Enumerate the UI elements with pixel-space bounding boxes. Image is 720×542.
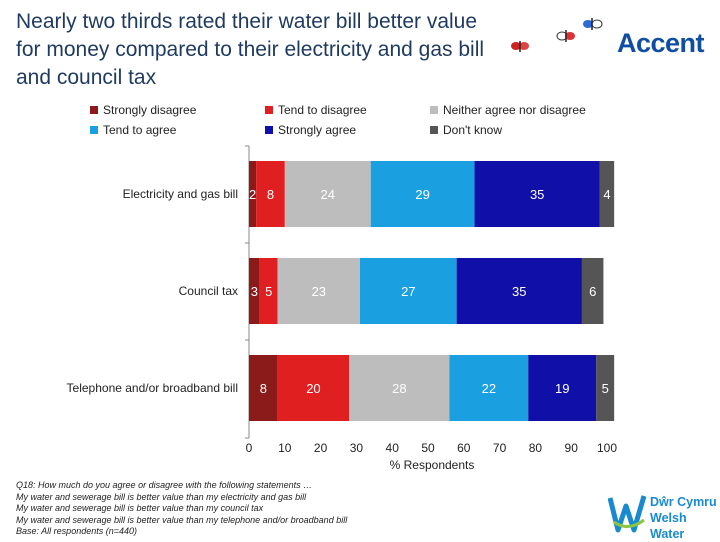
legend-item: Strongly agree [265, 123, 430, 137]
category-label: Telephone and/or broadband bill [67, 381, 238, 395]
data-label: 8 [260, 381, 267, 396]
data-label: 6 [589, 284, 596, 299]
data-label: 24 [321, 187, 335, 202]
brand-logo: Accent [510, 8, 710, 58]
legend-swatch [265, 126, 273, 134]
data-label: 5 [602, 381, 609, 396]
footnote: Q18: How much do you agree or disagree w… [16, 480, 347, 538]
x-tick-label: 60 [457, 441, 471, 455]
bar-segment [370, 161, 475, 227]
bar-segment [474, 161, 600, 227]
legend-label: Neither agree nor disagree [443, 103, 586, 117]
bar-segment [359, 258, 457, 324]
brand-name: Accent [616, 28, 705, 58]
client-name-welsh: Dŵr Cymru [650, 495, 717, 509]
bar-segment [256, 161, 285, 227]
data-label: 35 [512, 284, 526, 299]
data-label: 5 [265, 284, 272, 299]
data-label: 28 [392, 381, 406, 396]
legend-item: Tend to disagree [265, 103, 430, 117]
data-label: 3 [251, 284, 258, 299]
legend-item: Tend to agree [90, 123, 265, 137]
category-label: Electricity and gas bill [123, 187, 238, 201]
footnote-base: Base: All respondents (n=440) [16, 526, 137, 537]
chart-legend: Strongly disagree Tend to disagree Neith… [90, 100, 650, 140]
footnote-statement: My water and sewerage bill is better val… [16, 491, 307, 502]
bar-segment [599, 161, 615, 227]
bar-segment [456, 258, 582, 324]
water-wave-icon [607, 495, 647, 533]
legend-swatch [430, 126, 438, 134]
butterfly-icon [511, 41, 529, 52]
legend-label: Tend to agree [103, 123, 177, 137]
bar-segment [249, 258, 260, 324]
butterfly-decoration-icon [511, 18, 603, 52]
data-label: 23 [312, 284, 326, 299]
stacked-bar-chart: Electricity and gas bill 2 8 24 29 35 4Council… [67, 145, 617, 472]
data-label: 2 [249, 187, 256, 202]
data-label: 8 [267, 187, 274, 202]
legend-label: Strongly agree [278, 123, 357, 137]
x-tick-label: 0 [246, 441, 253, 455]
legend-row: Strongly disagree Tend to disagree Neith… [90, 100, 650, 120]
data-label: 22 [482, 381, 496, 396]
x-tick-label: 90 [565, 441, 579, 455]
x-tick-label: 70 [493, 441, 507, 455]
bar-segment [277, 355, 350, 421]
data-label: 29 [415, 187, 429, 202]
x-tick-label: 10 [278, 441, 292, 455]
legend-swatch [265, 106, 273, 114]
legend-swatch [430, 106, 438, 114]
bar-segment [249, 355, 278, 421]
bar-segment [284, 161, 371, 227]
legend-item: Don't know [430, 123, 650, 137]
legend-item: Strongly disagree [90, 103, 265, 117]
x-tick-label: 100 [597, 441, 617, 455]
bar-segment [349, 355, 450, 421]
legend-label: Tend to disagree [278, 103, 367, 117]
legend-item: Neither agree nor disagree [430, 103, 650, 117]
bar-segment [581, 258, 604, 324]
bar-segment [449, 355, 529, 421]
legend-row: Tend to agree Strongly agree Don't know [90, 120, 650, 140]
footnote-statement: My water and sewerage bill is better val… [16, 503, 264, 514]
legend-swatch [90, 126, 98, 134]
legend-label: Strongly disagree [103, 103, 197, 117]
legend-swatch [90, 106, 98, 114]
x-tick-label: 30 [350, 441, 364, 455]
data-label: 20 [306, 381, 320, 396]
client-logo: Dŵr Cymru Welsh Water [607, 492, 718, 541]
bar-segment [249, 161, 257, 227]
x-tick-label: 50 [421, 441, 435, 455]
x-tick-label: 80 [529, 441, 543, 455]
legend-label: Don't know [443, 123, 502, 137]
data-label: 35 [530, 187, 544, 202]
bar-segment [259, 258, 278, 324]
bar-segment [528, 355, 597, 421]
footnote-statement: My water and sewerage bill is better val… [16, 514, 348, 525]
data-label: 19 [555, 381, 569, 396]
butterfly-icon [556, 30, 575, 42]
bar-segment [596, 355, 615, 421]
bar-segment [277, 258, 360, 324]
category-label: Council tax [179, 284, 238, 298]
x-tick-label: 40 [386, 441, 400, 455]
client-name: Dŵr Cymru Welsh Water [650, 494, 718, 542]
x-tick-label: 20 [314, 441, 328, 455]
footnote-question: Q18: How much do you agree or disagree w… [16, 480, 313, 490]
data-label: 4 [603, 187, 610, 202]
x-axis-label: % Respondents [390, 458, 475, 472]
page-title: Nearly two thirds rated their water bill… [16, 10, 485, 89]
client-name-english: Welsh Water [650, 511, 687, 541]
data-label: 27 [401, 284, 415, 299]
butterfly-icon [583, 18, 603, 30]
